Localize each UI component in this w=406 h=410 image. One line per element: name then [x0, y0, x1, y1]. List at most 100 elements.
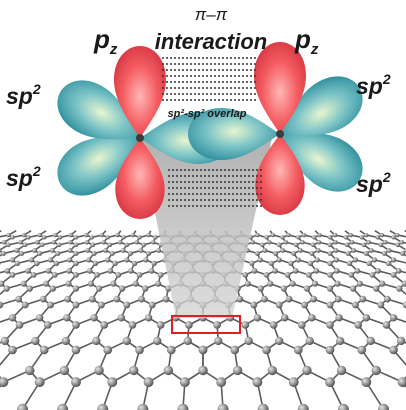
- carbon-atom: [217, 403, 229, 410]
- carbon-atom: [375, 268, 381, 274]
- carbon-atom: [8, 314, 17, 322]
- carbon-atom: [28, 257, 35, 263]
- carbon-atom: [289, 280, 296, 287]
- carbon-atom: [298, 248, 303, 253]
- carbon-atom: [9, 257, 16, 263]
- carbon-atom: [0, 336, 10, 346]
- carbon-atom: [366, 336, 375, 346]
- carbon-atom: [252, 377, 263, 388]
- carbon-atom: [177, 403, 189, 410]
- carbon-atom: [67, 248, 73, 253]
- carbon-atom: [301, 301, 309, 309]
- carbon-atom: [395, 268, 402, 274]
- carbon-atom: [131, 260, 138, 267]
- carbon-atom: [122, 336, 131, 346]
- carbon-atom: [352, 257, 359, 263]
- carbon-atom: [295, 257, 301, 263]
- carbon-atom: [337, 403, 349, 410]
- carbon-atom: [315, 248, 321, 253]
- sp2-label-upper-right: sp2: [356, 71, 391, 99]
- carbon-atom: [390, 257, 397, 263]
- carbon-atom: [335, 314, 343, 322]
- carbon-atom: [390, 272, 397, 278]
- carbon-atom: [334, 280, 341, 287]
- carbon-atom: [49, 285, 57, 292]
- carbon-atom: [327, 250, 333, 256]
- carbon-atom: [384, 295, 391, 303]
- carbon-atom: [293, 345, 303, 355]
- carbon-atom: [144, 314, 153, 322]
- carbon-atom: [345, 250, 351, 256]
- carbon-atom: [382, 239, 388, 245]
- carbon-atom: [397, 377, 406, 388]
- carbon-atom: [349, 239, 355, 245]
- carbon-atom: [327, 235, 333, 240]
- carbon-atom: [39, 295, 47, 303]
- carbon-atom: [73, 272, 79, 278]
- carbon-atom: [284, 272, 291, 278]
- carbon-atom: [39, 345, 49, 355]
- carbon-atom: [351, 301, 359, 309]
- sp2-overlap-label: sp²-sp² overlap: [168, 108, 247, 120]
- carbon-atom: [21, 301, 29, 309]
- carbon-atom: [51, 239, 57, 245]
- carbon-atom: [73, 242, 79, 248]
- carbon-atom: [264, 235, 269, 240]
- carbon-atom: [25, 268, 31, 274]
- pz-label-right: pz: [294, 24, 319, 58]
- carbon-atom: [157, 272, 164, 278]
- carbon-atom: [257, 285, 264, 292]
- carbon-atom: [280, 248, 286, 253]
- carbon-atom: [64, 295, 72, 303]
- carbon-atom: [166, 345, 176, 355]
- right-orbital-set: [188, 42, 373, 215]
- carbon-atom: [65, 280, 72, 287]
- carbon-atom: [336, 365, 347, 376]
- carbon-atom: [369, 272, 376, 278]
- carbon-bond: [400, 340, 406, 344]
- carbon-atom: [97, 301, 105, 309]
- carbon-atom: [47, 301, 55, 309]
- carbon-atom: [309, 250, 315, 256]
- carbon-atom: [143, 377, 154, 388]
- carbon-atom: [262, 248, 268, 253]
- carbon-atom: [84, 232, 89, 238]
- carbon-atom: [136, 272, 143, 278]
- carbon-atom: [61, 336, 70, 346]
- carbon-atom: [156, 321, 165, 329]
- carbon-atom: [95, 285, 103, 292]
- carbon-atom: [34, 377, 45, 388]
- carbon-atom: [115, 232, 120, 238]
- carbon-atom: [349, 285, 357, 292]
- carbon-atom: [89, 295, 96, 303]
- carbon-atom: [179, 377, 190, 388]
- carbon-atom: [103, 248, 108, 253]
- carbon-atom: [20, 280, 27, 287]
- carbon-atom: [56, 242, 62, 248]
- carbon-atom: [311, 235, 317, 240]
- carbon-atom: [333, 248, 339, 253]
- carbon-atom: [366, 260, 372, 267]
- carbon-atom: [395, 232, 400, 238]
- carbon-atom: [26, 235, 31, 240]
- carbon-atom: [21, 232, 27, 238]
- carbon-atom: [141, 242, 147, 248]
- carbon-atom: [99, 232, 105, 238]
- projection-cone: [140, 138, 272, 318]
- carbon-atom: [137, 403, 149, 410]
- carbon-atom: [39, 242, 45, 248]
- carbon-atom: [107, 377, 118, 388]
- carbon-atom: [286, 232, 291, 238]
- carbon-atom: [42, 235, 47, 240]
- carbon-atom: [153, 235, 158, 240]
- carbon-atom: [391, 235, 396, 240]
- carbon-atom: [142, 285, 149, 292]
- carbon-atom: [37, 250, 43, 256]
- carbon-atom: [244, 336, 253, 346]
- carbon-atom: [317, 232, 322, 238]
- carbon-atom: [18, 239, 24, 245]
- carbon-atom: [53, 232, 58, 238]
- carbon-atom: [395, 242, 401, 248]
- carbon-atom: [314, 257, 320, 263]
